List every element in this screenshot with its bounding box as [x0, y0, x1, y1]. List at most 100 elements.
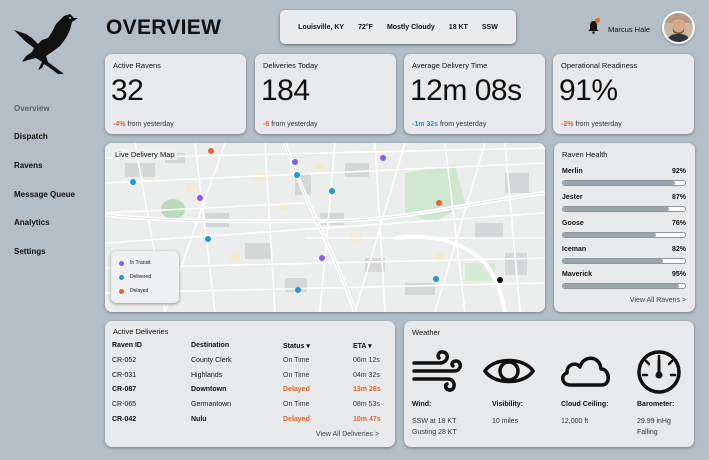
column-header-status[interactable]: Status ▾	[283, 343, 310, 350]
live-delivery-map[interactable]: Live Delivery Map In Transit Delivered D…	[105, 143, 545, 312]
legend-item-delayed: Delayed	[119, 288, 148, 294]
weather-wind: 18 KT	[448, 23, 468, 31]
view-all-deliveries-link[interactable]: View All Deliveries >	[315, 431, 379, 438]
sidebar-item-settings[interactable]: Settings	[14, 247, 46, 256]
map-marker-selected[interactable]	[497, 277, 503, 283]
map-marker-in-transit[interactable]	[292, 159, 298, 165]
kpi-value: 184	[261, 74, 310, 107]
kpi-delta-text: from yesterday	[440, 121, 487, 128]
raven-name: Goose	[562, 220, 584, 227]
health-bar	[562, 206, 686, 212]
wind-gust-value: Gusting 28 KT	[412, 429, 457, 436]
map-marker-in-transit[interactable]	[319, 255, 325, 261]
map-marker-in-transit[interactable]	[197, 195, 203, 201]
kpi-delta-text: from yesterday	[575, 121, 622, 128]
weather-summary-bar: Louisville, KY 72°F Mostly Cloudy 18 KT …	[280, 10, 516, 44]
destination-cell: County Clerk	[191, 357, 232, 364]
eta-cell: 06m 12s	[353, 357, 380, 364]
health-bar-fill	[563, 233, 656, 237]
kpi-card-active-ravens: Active Ravens 32 -4% from yesterday	[105, 54, 246, 134]
map-marker-delayed[interactable]	[436, 200, 442, 206]
avatar[interactable]	[662, 11, 695, 44]
raven-id-cell: CR-087	[112, 386, 137, 393]
kpi-card-average-delivery-time: Average Delivery Time 12m 08s -1m 32s fr…	[404, 54, 545, 134]
health-bar-fill	[563, 284, 679, 288]
column-header-eta[interactable]: ETA ▾	[353, 343, 372, 350]
raven-id-cell: CR-042	[112, 416, 137, 423]
kpi-delta: -2% from yesterday	[561, 121, 622, 128]
kpi-delta-value: -6	[263, 121, 270, 128]
map-marker-delivered[interactable]	[205, 236, 211, 242]
map-marker-delayed[interactable]	[208, 148, 214, 154]
barometer-trend: Falling	[637, 429, 658, 436]
destination-cell: Downtown	[191, 386, 227, 393]
raven-name: Iceman	[562, 246, 587, 253]
destination-cell: Germantown	[191, 401, 232, 408]
active-deliveries-panel: Active Deliveries Raven ID Destination S…	[105, 321, 395, 447]
active-deliveries-title: Active Deliveries	[113, 327, 169, 336]
cloud-ceiling-value: 12,000 ft	[561, 418, 589, 425]
sidebar-item-analytics[interactable]: Analytics	[14, 218, 50, 227]
raven-id-cell: CR-052	[112, 357, 137, 364]
kpi-label: Operational Readiness	[561, 61, 638, 70]
column-header-destination[interactable]: Destination	[191, 342, 230, 349]
kpi-delta-value: -4%	[113, 121, 126, 128]
kpi-label: Deliveries Today	[263, 61, 318, 70]
eta-cell: 13m 26s	[353, 386, 381, 393]
map-marker-delivered[interactable]	[329, 188, 335, 194]
map-canvas[interactable]	[105, 143, 545, 312]
gauge-icon	[637, 350, 681, 394]
view-all-ravens-link[interactable]: View All Ravens >	[629, 297, 686, 304]
health-bar-fill	[563, 207, 670, 211]
raven-id-cell: CR-065	[112, 401, 137, 408]
kpi-label: Average Delivery Time	[412, 61, 488, 70]
kpi-delta: -4% from yesterday	[113, 121, 174, 128]
map-marker-delivered[interactable]	[433, 276, 439, 282]
health-bar-fill	[563, 181, 676, 185]
destination-cell: Highlands	[191, 372, 223, 379]
wind-value: SSW at 18 KT	[412, 418, 457, 425]
legend-item-in-transit: In Transit	[119, 260, 151, 266]
raven-health-title: Raven Health	[562, 150, 608, 159]
map-title: Live Delivery Map	[113, 149, 177, 160]
raven-name: Merlin	[562, 168, 583, 175]
map-marker-delivered[interactable]	[295, 287, 301, 293]
legend-label: Delivered	[130, 274, 152, 280]
map-marker-in-transit[interactable]	[380, 155, 386, 161]
sidebar-item-ravens[interactable]: Ravens	[14, 161, 43, 170]
wind-label: Wind:	[412, 401, 432, 408]
column-header-raven-id[interactable]: Raven ID	[112, 342, 142, 349]
sidebar-item-dispatch[interactable]: Dispatch	[14, 132, 48, 141]
kpi-delta-value: -2%	[561, 121, 574, 128]
raven-health-panel: Raven Health Merlin 92% Jester 87% Goose…	[554, 143, 695, 312]
barometer-value: 29.99 inHg	[637, 418, 671, 425]
health-bar	[562, 283, 686, 289]
raven-health-percent: 82%	[671, 246, 686, 253]
kpi-delta-text: from yesterday	[127, 121, 174, 128]
bell-icon[interactable]	[587, 20, 600, 34]
map-marker-delivered[interactable]	[130, 179, 136, 185]
kpi-delta: -1m 32s from yesterday	[412, 121, 486, 128]
kpi-delta: -6 from yesterday	[263, 121, 317, 128]
status-cell: On Time	[283, 357, 310, 364]
kpi-label: Active Ravens	[113, 61, 161, 70]
eta-cell: 04m 32s	[353, 372, 380, 379]
sidebar-item-message-queue[interactable]: Message Queue	[14, 190, 75, 199]
health-bar-fill	[563, 259, 664, 263]
status-cell: On Time	[283, 401, 310, 408]
eta-cell: 10m 47s	[353, 416, 381, 423]
legend-item-delivered: Delivered	[119, 274, 151, 280]
kpi-card-operational-readiness: Operational Readiness 91% -2% from yeste…	[553, 54, 694, 134]
kpi-value: 91%	[559, 74, 618, 107]
health-bar	[562, 180, 686, 186]
map-marker-delivered[interactable]	[294, 172, 300, 178]
status-cell: On Time	[283, 372, 310, 379]
kpi-card-deliveries-today: Deliveries Today 184 -6 from yesterday	[255, 54, 396, 134]
eta-cell: 08m 53s	[353, 401, 380, 408]
legend-label: In Transit	[130, 260, 151, 266]
weather-condition: Mostly Cloudy	[386, 23, 435, 31]
weather-location: Louisville, KY	[298, 23, 345, 31]
sidebar-item-overview[interactable]: Overview	[14, 104, 50, 113]
status-cell: Delayed	[283, 416, 310, 423]
status-cell: Delayed	[283, 386, 310, 393]
